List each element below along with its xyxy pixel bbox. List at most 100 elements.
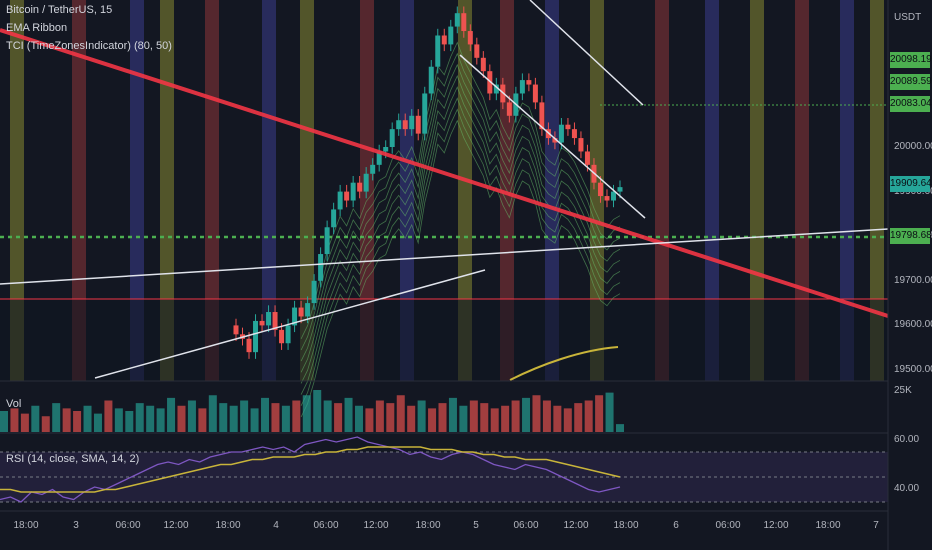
time-tick: 18:00 [613, 520, 639, 531]
candle-body [266, 312, 272, 326]
time-zone-band [705, 0, 719, 381]
candle-body [532, 84, 538, 103]
volume-bar [428, 408, 437, 432]
volume-bar [407, 405, 416, 432]
volume-label[interactable]: Vol [6, 398, 22, 410]
volume-bar [438, 403, 447, 432]
candle-body [435, 35, 441, 67]
volume-bar [281, 405, 290, 432]
volume-bar [20, 413, 29, 432]
volume-bar [208, 395, 217, 432]
volume-bar [605, 392, 614, 432]
time-tick: 12:00 [163, 520, 189, 531]
candle-body [526, 80, 532, 85]
volume-bar [135, 403, 144, 432]
time-tick: 06:00 [115, 520, 141, 531]
volume-bar [240, 400, 249, 432]
tci-label[interactable]: TCI (TimeZonesIndicator) (80, 50) [6, 40, 172, 52]
volume-bar [167, 397, 176, 432]
volume-bar [52, 403, 61, 432]
candle-body [253, 320, 259, 353]
volume-bar [271, 403, 280, 432]
ema-ribbon-line [300, 108, 621, 406]
rsi-label[interactable]: RSI (14, close, SMA, 14, 2) [6, 453, 140, 465]
volume-bar [553, 405, 562, 432]
candle-body [487, 71, 493, 94]
candle-body [285, 325, 291, 344]
price-tick: 20000.00 [894, 141, 932, 152]
candle-body [292, 307, 298, 326]
time-zone-band [750, 0, 764, 381]
volume-bar [292, 400, 301, 432]
price-badge: 19909.64 [890, 176, 932, 192]
candle-body [389, 129, 395, 147]
volume-bar [323, 400, 332, 432]
volume-axis-tick: 25K [894, 385, 912, 396]
candle-body [383, 147, 389, 152]
volume-bar [177, 405, 186, 432]
volume-bar [219, 403, 228, 432]
volume-bar [365, 408, 374, 432]
volume-bar [616, 424, 624, 432]
time-tick: 06:00 [715, 520, 741, 531]
time-zone-band [160, 0, 174, 381]
candle-body [578, 138, 584, 152]
time-tick: 6 [673, 520, 679, 531]
candle-body [584, 151, 590, 165]
volume-bar [532, 395, 541, 432]
volume-bar [302, 395, 311, 432]
candle-body [610, 191, 616, 201]
symbol-label[interactable]: Bitcoin / TetherUS, 15 [6, 4, 113, 16]
price-tick: 19600.00 [894, 319, 932, 331]
volume-bar [198, 408, 207, 432]
ema-ribbon-line [300, 41, 621, 339]
volume-bar [344, 397, 353, 432]
candle-body [324, 227, 330, 255]
volume-bar [229, 405, 238, 432]
candle-body [363, 173, 369, 192]
time-tick: 06:00 [513, 520, 539, 531]
candle-body [402, 120, 408, 130]
ema-ribbon-label[interactable]: EMA Ribbon [6, 22, 68, 34]
price-badge: 20083.04 [890, 96, 932, 112]
candle-body [305, 303, 311, 317]
candle-body [617, 187, 623, 192]
candle-body [467, 31, 473, 45]
time-tick: 18:00 [215, 520, 241, 531]
white-support-line [0, 228, 889, 285]
candle-body [311, 280, 317, 304]
time-zone-band [300, 0, 314, 381]
rsi-sma-line [0, 446, 621, 493]
time-tick: 18:00 [815, 520, 841, 531]
volume-bar [93, 413, 102, 432]
volume-bar [386, 403, 395, 432]
price-badge: 19798.68 [890, 228, 932, 244]
time-tick: 3 [73, 520, 79, 531]
rsi-line [0, 436, 621, 503]
lower-shade [0, 299, 888, 381]
volume-bar [584, 400, 593, 432]
time-tick: 12:00 [563, 520, 589, 531]
volume-bars [0, 390, 624, 432]
red-trendline [0, 28, 889, 318]
time-zone-band [458, 0, 472, 381]
candle-body [441, 35, 447, 45]
volume-bar [156, 408, 165, 432]
time-zone-band [545, 0, 559, 381]
time-zone-band [130, 0, 144, 381]
volume-bar [125, 411, 134, 432]
volume-bar [62, 408, 71, 432]
ema-ribbon-line [300, 74, 621, 373]
candle-body [272, 312, 278, 330]
volume-bar [375, 400, 384, 432]
white-falling-line-2 [529, 0, 644, 106]
time-zone-band [655, 0, 669, 381]
rsi-tick-60: 60.00 [894, 434, 920, 445]
volume-bar [501, 405, 510, 432]
candle-body [428, 66, 434, 94]
price-tick: 19700.00 [894, 274, 932, 286]
candle-body [448, 26, 454, 45]
candle-body [539, 102, 545, 130]
time-zone-band [10, 0, 24, 381]
